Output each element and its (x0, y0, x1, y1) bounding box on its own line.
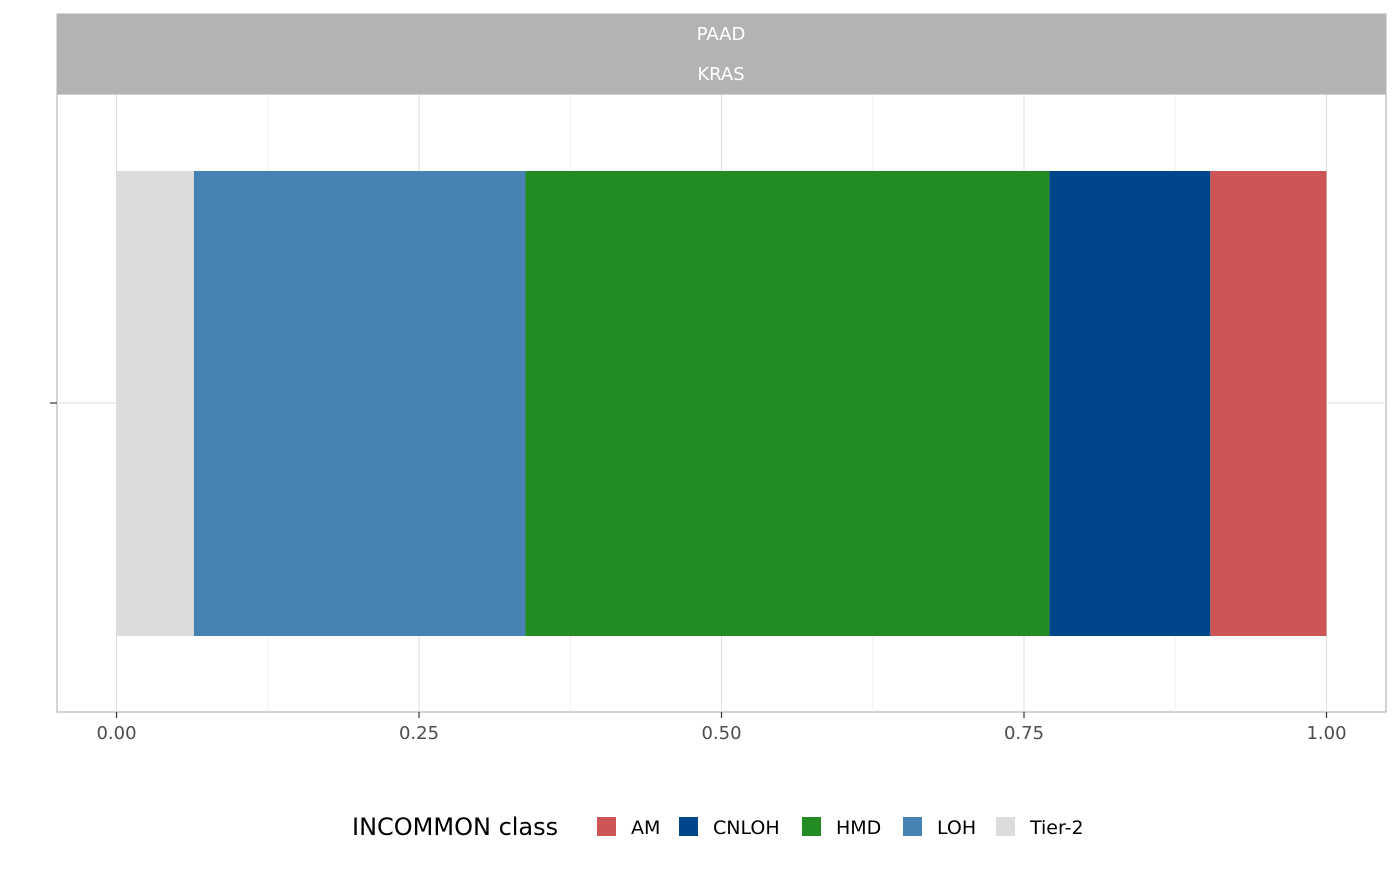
legend: INCOMMON class AM CNLOH HMD LOH Tier-2 (352, 813, 1084, 841)
facet-strip-bottom (56, 53, 1387, 95)
legend-key-cnloh (679, 817, 698, 836)
facet-label-1: PAAD (697, 24, 746, 45)
facet-strip-top (56, 13, 1387, 55)
x-tick-label: 0.25 (399, 723, 439, 744)
legend-title: INCOMMON class (352, 813, 558, 841)
facet-label-2: KRAS (697, 64, 744, 85)
legend-key-am (597, 817, 616, 836)
x-tick-label: 0.50 (701, 723, 741, 744)
legend-label-tier-2: Tier-2 (1029, 817, 1084, 839)
bar-segment-hmd (525, 171, 1050, 636)
x-axis-ticks: 0.00 0.25 0.50 0.75 1.00 (96, 712, 1347, 744)
legend-key-tier-2 (996, 817, 1015, 836)
legend-label-am: AM (631, 817, 660, 839)
x-tick-label: 0.00 (96, 723, 136, 744)
bar-segment-am (1210, 171, 1327, 636)
x-tick-label: 0.75 (1004, 723, 1044, 744)
legend-key-hmd (802, 817, 821, 836)
legend-label-cnloh: CNLOH (713, 817, 780, 839)
x-tick-label: 1.00 (1306, 723, 1346, 744)
bar-segment-tier-2 (116, 171, 194, 636)
legend-label-loh: LOH (937, 817, 976, 839)
bar-segment-loh (193, 171, 526, 636)
bar-segment-cnloh (1049, 171, 1211, 636)
legend-label-hmd: HMD (836, 817, 881, 839)
bars (116, 171, 1327, 636)
legend-key-loh (903, 817, 922, 836)
